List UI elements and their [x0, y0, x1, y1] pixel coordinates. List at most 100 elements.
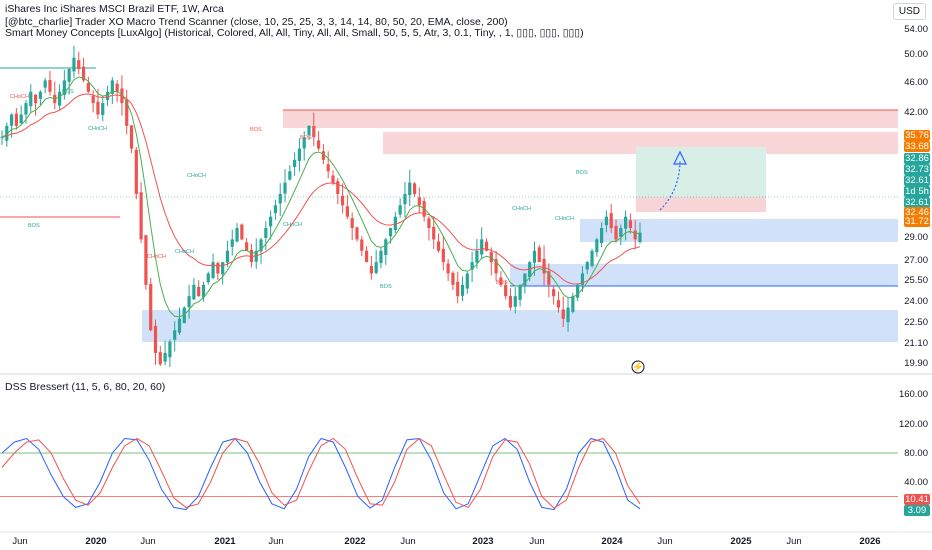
osc-tick-label: 120.00: [899, 419, 928, 430]
candle-body: [489, 252, 493, 263]
candle-body: [638, 232, 642, 243]
candle-body: [571, 296, 575, 312]
candle-body: [29, 91, 33, 107]
choch-label: CHoCH: [10, 94, 29, 100]
choch-label: CHoCH: [512, 206, 531, 212]
time-tick-label: Jun: [529, 536, 544, 547]
candle-body: [77, 60, 81, 70]
candle-body: [101, 103, 105, 116]
candle-body: [619, 228, 623, 237]
candle-body: [600, 228, 604, 244]
candle-body: [388, 228, 393, 237]
lightning-icon: [631, 360, 645, 374]
osc-series-line: [1, 437, 641, 511]
price-tick-label: 42.00: [904, 107, 928, 118]
candle-body: [293, 159, 297, 167]
candle-body: [427, 218, 431, 229]
candle-body: [624, 216, 628, 229]
candle-body: [374, 262, 378, 273]
candle-body: [379, 250, 383, 263]
candle-body: [283, 182, 287, 194]
candle-body: [412, 183, 417, 194]
price-tick-label: 50.00: [904, 49, 928, 60]
bos-label: BOS: [250, 127, 262, 133]
choch-label: CHoCH: [555, 216, 574, 222]
candle-body: [331, 175, 335, 183]
candle-body: [14, 113, 18, 126]
osc-value-badge: 3.09: [904, 505, 930, 516]
oscillator-legend[interactable]: DSS Bressert (11, 5, 6, 80, 20, 60): [5, 381, 166, 393]
bos-label: BOS: [496, 280, 508, 286]
candle-body: [451, 272, 455, 285]
candle-body: [81, 66, 86, 81]
candle-body: [235, 228, 239, 242]
candle-body: [225, 250, 230, 263]
indicator-legend-1[interactable]: [@btc_charlie] Trader XO Macro Trend Sca…: [5, 16, 508, 28]
candle-body: [580, 273, 585, 285]
price-tick-label: 54.00: [904, 24, 928, 35]
candle-body: [91, 95, 95, 104]
candle-body: [403, 193, 407, 205]
price-tick-label: 19.90: [904, 358, 928, 369]
time-tick-label: Jun: [140, 536, 155, 547]
candle-body: [537, 247, 541, 263]
time-axis[interactable]: Jun 2020 Jun 2021 Jun 2022 Jun 2023 Jun 2024 Jun 20…: [12, 536, 880, 547]
candle-body: [518, 284, 522, 300]
candle-body: [417, 197, 421, 206]
indicator-legend-2[interactable]: Smart Money Concepts [LuxAlgo] (Historic…: [5, 27, 584, 39]
lightning-glyph: ⚡: [632, 361, 644, 373]
stop-zone: [636, 197, 766, 212]
candle-body: [408, 182, 412, 196]
time-tick-label: 2024: [601, 536, 623, 547]
choch-label: CHoCH: [88, 126, 107, 132]
price-badge: 33.68: [904, 141, 930, 152]
candle-body: [182, 307, 186, 324]
candle-body: [432, 226, 436, 240]
price-badge: 32.61: [904, 175, 930, 186]
candle-body: [556, 300, 561, 308]
candle-body: [595, 239, 599, 253]
time-tick-label: Jun: [268, 536, 283, 547]
candle-body: [96, 101, 100, 115]
candle-body: [201, 284, 206, 298]
osc-tick-label: 160.00: [899, 389, 928, 400]
price-axis[interactable]: 54.00 50.00 46.00 42.00 29.00 27.00 25.50 24.00…: [0, 24, 932, 533]
choch-label: CHoCH: [283, 222, 302, 228]
candle-body: [288, 171, 292, 180]
candle-body: [566, 307, 570, 323]
candle-body: [436, 241, 441, 251]
candle-body: [72, 57, 76, 72]
chart-title: iShares Inc iShares MSCI Brazil ETF, 1W,…: [5, 3, 224, 15]
candle-body: [115, 83, 119, 92]
candle-body: [0, 137, 4, 139]
candle-body: [129, 125, 134, 149]
candle-body: [465, 273, 469, 289]
time-tick-label: 2022: [344, 536, 365, 547]
price-badge: 31.72: [904, 216, 930, 227]
candle-body: [211, 262, 215, 278]
candle-body: [230, 239, 234, 247]
candle-body: [398, 205, 402, 215]
currency-button[interactable]: USD: [892, 3, 926, 20]
candle-body: [590, 250, 594, 266]
price-tick-label: 29.00: [904, 232, 928, 243]
candle-body: [173, 330, 177, 340]
candle-body: [446, 263, 450, 274]
candle-body: [312, 126, 316, 138]
candle-body: [19, 114, 23, 124]
candle-body: [245, 242, 249, 251]
candle-body: [278, 193, 282, 204]
candle-body: [86, 82, 90, 92]
candle-body: [345, 206, 349, 217]
candle-body: [360, 239, 364, 251]
candle-body: [576, 284, 580, 298]
candle-body: [513, 296, 517, 307]
price-tick-label: 46.00: [904, 77, 928, 88]
candle-body: [177, 318, 182, 333]
candle-body: [321, 151, 325, 160]
candle-body: [317, 140, 321, 149]
candle-body: [38, 91, 42, 99]
candle-body: [105, 91, 110, 101]
candle-body: [585, 262, 589, 270]
